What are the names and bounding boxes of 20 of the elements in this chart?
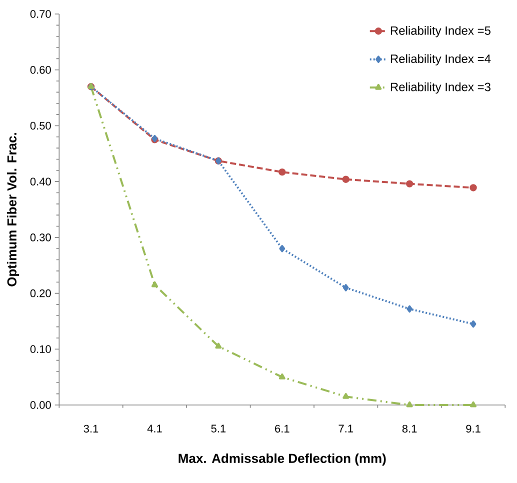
x-axis-title: Max. Admissable Deflection (mm) bbox=[178, 453, 386, 466]
x-tick-label: 5.1 bbox=[211, 424, 226, 432]
x-tick-label: 7.1 bbox=[338, 424, 353, 432]
y-tick-label: 0.40 bbox=[30, 178, 51, 186]
x-tick-label: 6.1 bbox=[275, 424, 290, 433]
y-tick-label: 0.50 bbox=[30, 122, 51, 130]
x-tick-label: 9.1 bbox=[466, 424, 480, 433]
legend-label: Reliability Index =5 bbox=[390, 26, 490, 38]
x-tick-label: 3.1 bbox=[84, 424, 98, 433]
y-tick-label: 0.30 bbox=[30, 234, 51, 242]
y-tick-label: 0.20 bbox=[30, 289, 51, 298]
y-tick-label: 0.60 bbox=[30, 66, 51, 74]
y-tick-label: 0.70 bbox=[30, 10, 51, 18]
x-tick-label: 8.1 bbox=[402, 424, 417, 433]
y-tick-label: 0.10 bbox=[30, 345, 51, 354]
x-tick-label: 4.1 bbox=[147, 424, 162, 432]
legend-label: Reliability Index =3 bbox=[390, 82, 490, 94]
y-axis-title: Optimum Fiber Vol. Frac. bbox=[6, 132, 20, 286]
y-tick-label: 0.00 bbox=[30, 401, 51, 409]
legend-label: Reliability Index =4 bbox=[390, 54, 491, 66]
